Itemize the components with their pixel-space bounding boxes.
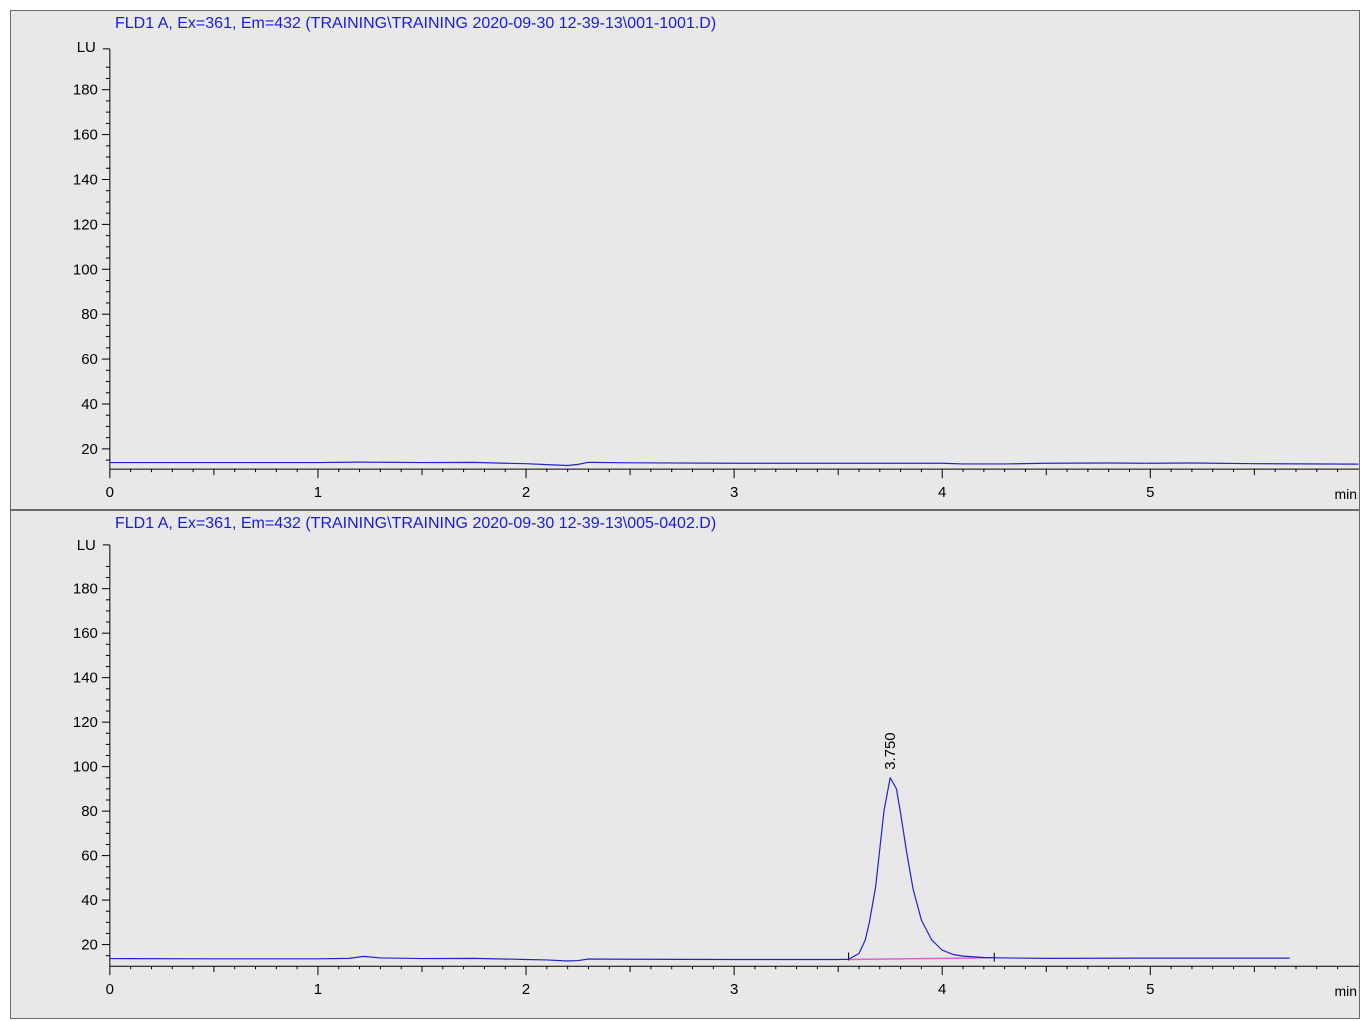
signal-trace [109, 461, 1359, 467]
y-tick-label: 140 [73, 171, 98, 188]
x-tick-label: 2 [522, 981, 530, 998]
y-tick-label: 60 [81, 351, 98, 368]
y-tick-label: 20 [81, 937, 98, 954]
x-tick-label: 1 [314, 981, 322, 998]
x-tick-label: 5 [1146, 484, 1154, 501]
peak-retention-time-label: 3.750 [882, 732, 899, 769]
chromatogram-panel-bottom: LU 20 40 60 80 100 120 140 160 180 0 1 2 3 4 5 min 3.750 … [10, 510, 1360, 1019]
y-tick-label: 160 [73, 127, 98, 144]
integration-baseline [848, 956, 995, 961]
y-tick-label: 80 [81, 803, 98, 820]
x-tick-label: 1 [314, 484, 322, 501]
chromatogram-plot-top: LU 20 40 60 80 100 120 140 160 180 0 1 2 3 4 5 min [73, 39, 1359, 502]
chart-title-top: FLD1 A, Ex=361, Em=432 (TRAINING\TRAININ… [115, 15, 717, 32]
x-tick-label: 3 [730, 484, 738, 501]
x-tick-label: 3 [730, 981, 738, 998]
y-tick-label: 180 [73, 82, 98, 99]
chromatogram-panel-top: LU 20 40 60 80 100 120 140 160 180 0 1 2 3 4 5 min FLD1 … [10, 10, 1360, 510]
chart-title-bottom: FLD1 A, Ex=361, Em=432 (TRAINING\TRAININ… [115, 515, 717, 532]
chromatogram-plot-bottom: LU 20 40 60 80 100 120 140 160 180 0 1 2 3 4 5 min 3.750 [73, 537, 1359, 999]
y-tick-label: 40 [81, 396, 98, 413]
x-tick-label: 5 [1146, 981, 1154, 998]
y-tick-label: 60 [81, 848, 98, 865]
y-tick-label: 120 [73, 216, 98, 233]
x-tick-label: 0 [106, 981, 114, 998]
x-tick-label: 2 [522, 484, 530, 501]
x-tick-label: 4 [938, 484, 946, 501]
y-tick-label: 40 [81, 892, 98, 909]
x-tick-label: 4 [938, 981, 946, 998]
y-tick-label: 120 [73, 714, 98, 731]
y-tick-label: 180 [73, 581, 98, 598]
y-axis-unit-label: LU [77, 537, 96, 554]
y-tick-label: 100 [73, 759, 98, 776]
x-axis-unit-label: min [1334, 486, 1357, 502]
x-tick-label: 0 [106, 484, 114, 501]
y-tick-label: 140 [73, 670, 98, 687]
y-axis-unit-label: LU [77, 39, 96, 56]
y-tick-label: 80 [81, 306, 98, 323]
x-axis-unit-label: min [1334, 983, 1357, 999]
y-tick-label: 20 [81, 441, 98, 458]
y-tick-label: 160 [73, 625, 98, 642]
signal-trace [109, 777, 1290, 962]
y-tick-label: 100 [73, 261, 98, 278]
